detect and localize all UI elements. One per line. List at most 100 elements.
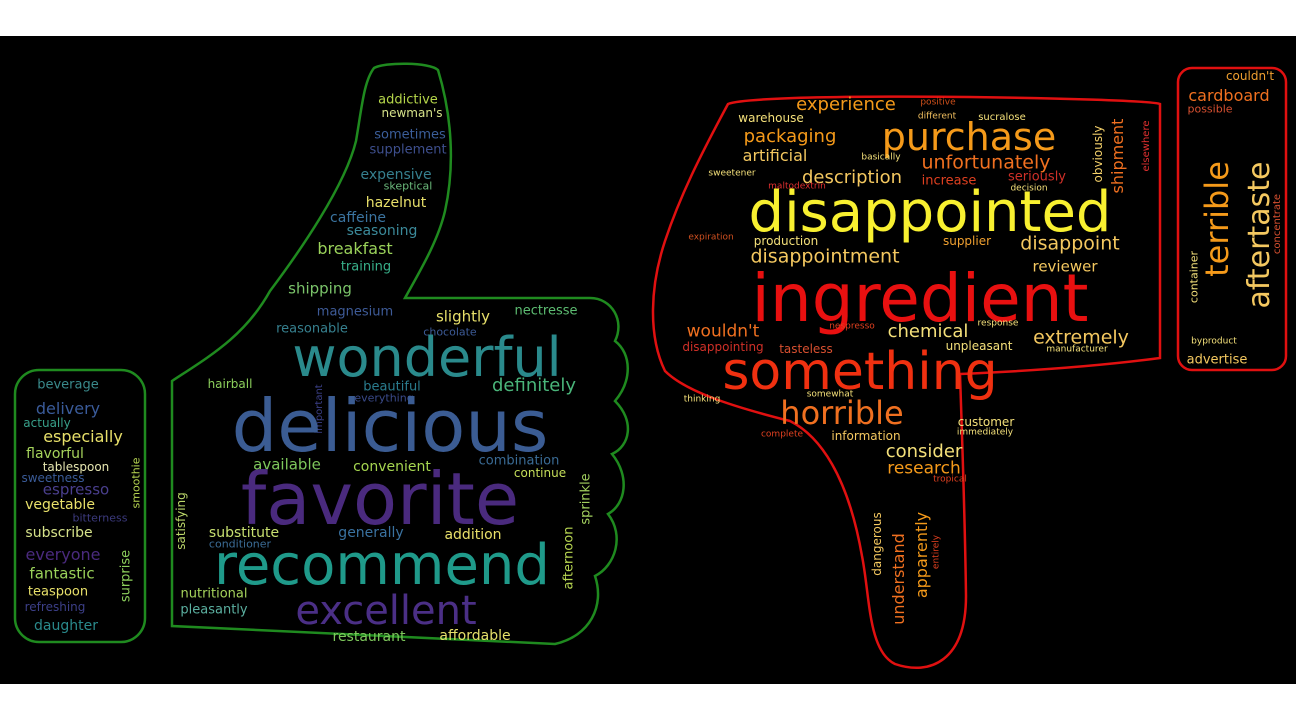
cloud-word: consider bbox=[885, 441, 963, 462]
cloud-word: definitely bbox=[491, 375, 577, 396]
cloud-word: newman's bbox=[381, 106, 443, 120]
cloud-word: packaging bbox=[743, 126, 837, 147]
cloud-word: warehouse bbox=[738, 111, 804, 125]
word-cloud-canvas: addictive newman's sometimes supplement … bbox=[0, 36, 1296, 684]
cloud-word: satisfying bbox=[174, 492, 188, 550]
cloud-word: wonderful bbox=[292, 326, 562, 389]
cloud-word: seriously bbox=[1008, 169, 1066, 185]
cloud-word: tropical bbox=[933, 474, 967, 485]
cloud-word: byproduct bbox=[1191, 336, 1237, 347]
cloud-word: nutritional bbox=[180, 586, 248, 602]
cloud-word: conditioner bbox=[208, 537, 272, 551]
cloud-word: restaurant bbox=[332, 629, 406, 645]
cloud-word: affordable bbox=[439, 628, 511, 644]
cloud-word: expiration bbox=[688, 232, 734, 243]
cloud-word: hazelnut bbox=[365, 195, 427, 211]
cloud-word: disappointed bbox=[748, 180, 1112, 245]
cloud-word: basically bbox=[861, 152, 901, 163]
cloud-word: production bbox=[753, 234, 819, 248]
cloud-word: description bbox=[801, 167, 903, 188]
cloud-word: thinking bbox=[683, 394, 721, 405]
cloud-word: understand bbox=[889, 533, 908, 625]
cloud-word: recommend bbox=[214, 533, 550, 598]
cloud-word: nectresse bbox=[514, 303, 578, 319]
cloud-word: couldn't bbox=[1225, 69, 1275, 83]
cloud-word: artificial bbox=[742, 146, 808, 165]
cloud-word: advertise bbox=[1186, 352, 1248, 368]
cloud-word: daughter bbox=[34, 618, 98, 634]
cloud-word: substitute bbox=[208, 525, 280, 541]
cloud-word: purchase bbox=[881, 115, 1057, 159]
cloud-word: beautiful bbox=[363, 379, 421, 395]
cloud-word: disappointing bbox=[682, 340, 764, 354]
cloud-word: delicious bbox=[231, 384, 549, 468]
cloud-word: generally bbox=[338, 525, 404, 541]
cloud-word: response bbox=[977, 318, 1019, 329]
cloud-word: something bbox=[722, 342, 998, 402]
cloud-word: surprise bbox=[118, 549, 134, 603]
thumbs-outlines bbox=[13, 62, 1288, 669]
cloud-word: tasteless bbox=[779, 342, 833, 356]
cloud-word: research bbox=[887, 458, 961, 479]
cloud-word: concentrate bbox=[1272, 193, 1283, 255]
cloud-word: magnesium bbox=[316, 304, 394, 320]
cloud-word: chemical bbox=[887, 321, 969, 342]
cloud-word: nespresso bbox=[829, 321, 875, 332]
cloud-word: complete bbox=[760, 429, 804, 440]
cloud-word: disappoint bbox=[1020, 232, 1120, 255]
cloud-word: horrible bbox=[780, 394, 904, 432]
cloud-word: tablespoon bbox=[42, 460, 110, 474]
cloud-word: training bbox=[340, 259, 392, 275]
cloud-word: espresso bbox=[42, 480, 110, 499]
cloud-word: immediately bbox=[956, 427, 1014, 438]
cloud-word: vegetable bbox=[25, 497, 95, 513]
cloud-word: expensive bbox=[360, 167, 432, 183]
cloud-word: teaspoon bbox=[27, 584, 89, 600]
cloud-word: refreshing bbox=[24, 600, 86, 614]
cloud-word: everyone bbox=[25, 545, 101, 564]
cloud-word: seasoning bbox=[346, 223, 418, 239]
cloud-word: wouldn't bbox=[686, 321, 760, 342]
cloud-word: sweetener bbox=[708, 168, 756, 179]
cloud-word: sometimes bbox=[374, 127, 446, 143]
cloud-word: sweetness bbox=[21, 471, 85, 485]
cloud-word: elsewhere bbox=[1141, 120, 1152, 172]
cloud-word: unpleasant bbox=[945, 339, 1013, 353]
cloud-word: experience bbox=[796, 94, 896, 115]
cloud-word: excellent bbox=[295, 588, 477, 634]
cloud-word: entirely bbox=[931, 534, 942, 570]
cloud-word: obviously bbox=[1091, 125, 1105, 183]
cloud-word: actually bbox=[23, 416, 71, 430]
cloud-word: ingredient bbox=[751, 260, 1089, 337]
cloud-word: addition bbox=[444, 527, 502, 543]
cloud-word: information bbox=[831, 429, 901, 443]
cloud-word: possible bbox=[1187, 102, 1233, 116]
cloud-word: reasonable bbox=[276, 321, 348, 337]
cloud-word: hairball bbox=[207, 377, 253, 391]
cloud-word: sucralose bbox=[978, 112, 1026, 123]
cloud-word: maltodextrin bbox=[768, 181, 826, 192]
cloud-word: positive bbox=[920, 97, 956, 108]
word-layer: addictive newman's sometimes supplement … bbox=[0, 36, 1296, 684]
cloud-word: unfortunately bbox=[921, 151, 1051, 174]
cloud-word: caffeine bbox=[330, 210, 386, 226]
cloud-word: continue bbox=[513, 466, 567, 480]
cloud-word: extremely bbox=[1033, 326, 1129, 349]
cloud-word: addictive bbox=[378, 92, 438, 108]
cloud-word: bitterness bbox=[72, 511, 128, 525]
cloud-word: pleasantly bbox=[180, 602, 248, 618]
cloud-word: sprinkle bbox=[578, 473, 594, 525]
thumbs-down-cuff-outline bbox=[1176, 66, 1288, 372]
cloud-word: especially bbox=[43, 427, 123, 446]
cloud-word: shipment bbox=[1108, 118, 1127, 194]
cloud-word: cardboard bbox=[1188, 86, 1270, 105]
thumbs-up-cuff-outline bbox=[13, 368, 147, 644]
cloud-word: fantastic bbox=[29, 564, 95, 583]
cloud-word: favorite bbox=[240, 457, 520, 541]
cloud-word: different bbox=[917, 111, 957, 122]
cloud-word: afternoon bbox=[561, 526, 577, 590]
cloud-word: skeptical bbox=[383, 179, 433, 193]
thumbs-up-outline bbox=[170, 62, 630, 646]
cloud-word: combination bbox=[478, 453, 560, 469]
cloud-word: aftertaste bbox=[1242, 161, 1277, 309]
